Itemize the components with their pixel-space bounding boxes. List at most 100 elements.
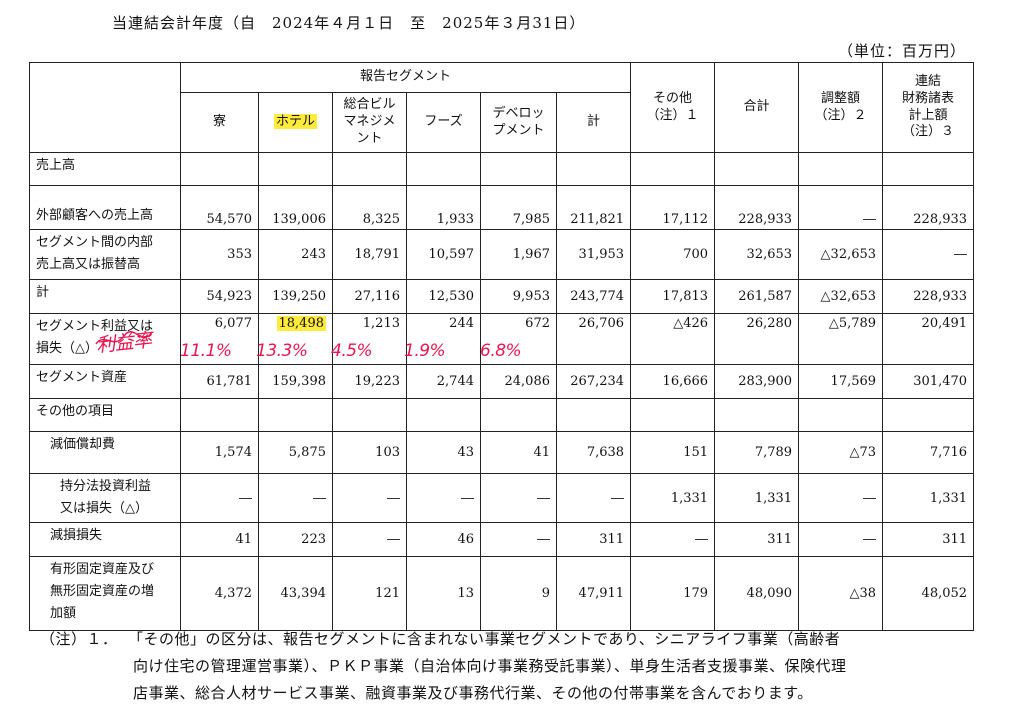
value-cell: 46 <box>406 522 481 558</box>
unit-label: （単位：百万円） <box>837 42 966 60</box>
value-cell: 27,116 <box>332 279 407 314</box>
value-cell: 17,112 <box>630 185 716 230</box>
value-cell: 7,638 <box>555 431 632 474</box>
value-cell: 1,213 <box>332 313 407 365</box>
footnote: （注）１． 「その他」の区分は、報告セグメントに含まれない事業セグメントであり、… <box>40 626 990 707</box>
footnote-line-1: 「その他」の区分は、報告セグメントに含まれない事業セグメントであり、シニアライフ… <box>128 630 841 648</box>
value-cell: △32,653 <box>798 229 884 280</box>
value-cell: 41 <box>180 522 259 558</box>
value-cell: 47,911 <box>555 556 632 632</box>
value-cell: 48,052 <box>882 556 975 632</box>
value-cell: 41 <box>480 431 557 474</box>
value-cell: ― <box>798 522 884 558</box>
value-cell: 12,530 <box>406 279 481 314</box>
value-cell: 18,791 <box>332 229 407 280</box>
row-label: その他の項目 <box>29 398 181 432</box>
value-cell: 228,933 <box>714 185 800 230</box>
value-cell: 9 <box>480 556 557 632</box>
value-cell <box>332 398 407 432</box>
row-label: 外部顧客への売上高 <box>29 185 181 230</box>
value-cell: △38 <box>798 556 884 632</box>
row-label: セグメント間の内部 売上高又は振替高 <box>29 229 181 280</box>
corner-cell <box>29 62 181 153</box>
value-cell: 121 <box>332 556 407 632</box>
value-cell: 223 <box>258 522 333 558</box>
period-heading: 当連結会計年度（自 2024年４月１日 至 2025年３月31日） <box>112 14 586 32</box>
value-cell <box>480 152 557 186</box>
segment-profit-row: セグメント利益又は 損失（△） 6,077 18,498 1,213 244 672 26,7… <box>29 313 975 365</box>
value-cell <box>630 152 716 186</box>
value-cell: 17,569 <box>798 364 884 399</box>
value-cell: 211,821 <box>555 185 632 230</box>
value-cell: 43 <box>406 431 481 474</box>
value-cell: 139,006 <box>258 185 333 230</box>
value-cell: ― <box>258 472 333 524</box>
row-label: 計 <box>29 279 181 314</box>
row-label: 有形固定資産及び 無形固定資産の増 加額 <box>29 556 181 632</box>
value-cell: 54,923 <box>180 279 259 314</box>
value-cell <box>406 152 481 186</box>
total-header: 合計 <box>714 62 800 153</box>
value-cell: 9,953 <box>480 279 557 314</box>
value-cell <box>882 398 975 432</box>
value-cell: ― <box>332 522 407 558</box>
value-cell: 31,953 <box>555 229 632 280</box>
value-cell: 1,331 <box>630 472 716 524</box>
value-cell: 17,813 <box>630 279 716 314</box>
intersegment-sales-row: セグメント間の内部 売上高又は振替高 353 243 18,791 10,597 1,967… <box>29 229 975 280</box>
value-cell <box>480 398 557 432</box>
value-cell: 301,470 <box>882 364 975 399</box>
capex-increase-row: 有形固定資産及び 無形固定資産の増 加額 4,372 43,394 121 13 9 47,91… <box>29 556 975 632</box>
value-cell: 26,280 <box>714 313 800 365</box>
other-header: その他 （注）１ <box>630 62 716 153</box>
value-cell: 2,744 <box>406 364 481 399</box>
value-cell: ― <box>555 472 632 524</box>
value-cell: 20,491 <box>882 313 975 365</box>
value-cell <box>258 152 333 186</box>
value-cell: 700 <box>630 229 716 280</box>
value-cell: 24,086 <box>480 364 557 399</box>
value-cell: 1,331 <box>714 472 800 524</box>
value-cell <box>180 152 259 186</box>
hotel-highlight: ホテル <box>273 114 317 130</box>
value-cell <box>714 152 800 186</box>
segment-assets-row: セグメント資産 61,781 159,398 19,223 2,744 24,086 267… <box>29 364 975 399</box>
reportable-segments-header: 報告セグメント <box>179 62 632 93</box>
segment-header-foods: フーズ <box>406 92 481 153</box>
value-cell <box>882 152 975 186</box>
value-cell: ― <box>332 472 407 524</box>
value-cell <box>714 398 800 432</box>
adjustment-header: 調整額 （注）２ <box>798 62 884 153</box>
value-cell: 8,325 <box>332 185 407 230</box>
value-cell: △426 <box>630 313 716 365</box>
value-cell: 26,706 <box>555 313 632 365</box>
margin-hotel: 13.3% <box>256 341 308 361</box>
sales-heading-row: 売上高 <box>29 152 975 186</box>
value-cell <box>258 398 333 432</box>
value-cell: 353 <box>180 229 259 280</box>
value-cell: 1,967 <box>480 229 557 280</box>
value-cell: 179 <box>630 556 716 632</box>
value-cell <box>798 398 884 432</box>
segment-header-hotel: ホテル <box>258 92 333 153</box>
row-label: 減価償却費 <box>29 431 181 474</box>
value-cell: 32,653 <box>714 229 800 280</box>
value-cell: △32,653 <box>798 279 884 314</box>
value-cell: ― <box>798 472 884 524</box>
depreciation-row: 減価償却費 1,574 5,875 103 43 41 7,638 151 7,789 △73 7,… <box>29 431 975 474</box>
value-cell: 311 <box>882 522 975 558</box>
sales-total-row: 計 54,923 139,250 27,116 12,530 9,953 243,774 17… <box>29 279 975 314</box>
value-cell <box>630 398 716 432</box>
value-cell: 267,234 <box>555 364 632 399</box>
value-cell: ― <box>180 472 259 524</box>
value-cell: 7,789 <box>714 431 800 474</box>
value-cell: 311 <box>714 522 800 558</box>
row-label: 減損損失 <box>29 522 181 558</box>
value-cell: 4,372 <box>180 556 259 632</box>
value-cell: 18,498 <box>258 313 333 365</box>
row-label: 持分法投資利益 又は損失（△） <box>29 472 181 524</box>
value-cell: 283,900 <box>714 364 800 399</box>
value-cell: ― <box>480 472 557 524</box>
impairment-row: 減損損失 41 223 ― 46 ― 311 ― 311 ― 311 <box>29 522 975 558</box>
other-items-heading-row: その他の項目 <box>29 398 975 432</box>
